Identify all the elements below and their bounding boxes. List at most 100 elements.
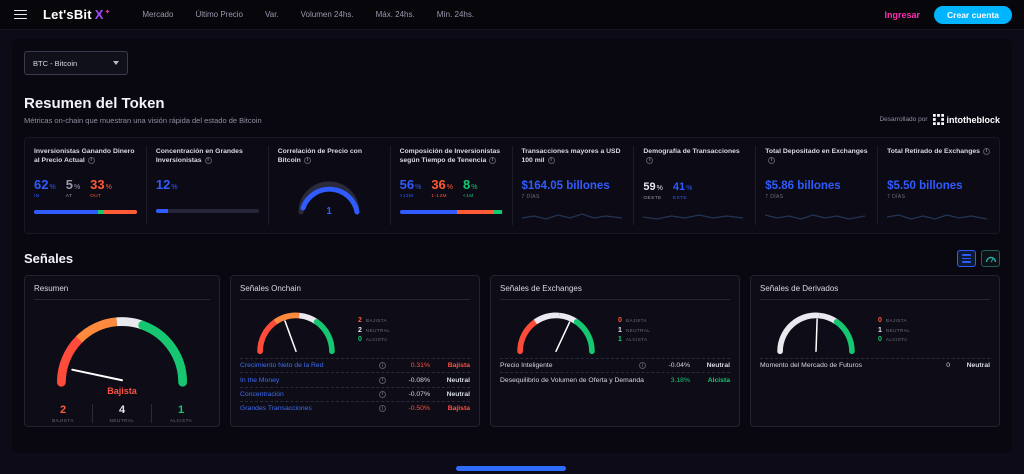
info-icon[interactable] — [379, 362, 386, 370]
metric-link[interactable]: In the Money — [240, 376, 280, 384]
panel-title: Resumen — [34, 284, 210, 300]
powered-by-label: Desarrollado por — [879, 116, 928, 123]
stat-menos-1m: 8% <1M — [463, 177, 478, 199]
signal-row: Concentración -0.07% Neutral — [240, 386, 470, 401]
info-icon[interactable] — [87, 156, 95, 164]
stat-mas-12m: 56% >12M — [399, 177, 422, 199]
count-alcista: 1 ALCISTA — [151, 404, 210, 423]
main-content: BTC - Bitcoin Resumen del Token Métricas… — [12, 39, 1012, 453]
info-icon[interactable] — [646, 156, 654, 164]
metric-link[interactable]: Crecimiento Neto de la Red — [240, 362, 324, 370]
metric-link[interactable]: Grandes Transacciones — [240, 405, 312, 413]
gauge-view-button[interactable] — [981, 250, 1000, 267]
info-icon[interactable] — [379, 390, 386, 398]
metric-card-retirado: Total Retirado de Exchanges $5.50 billon… — [877, 146, 999, 225]
card-title-text: Correlación de Precio con Bitcoin — [277, 148, 362, 164]
nav-item-max[interactable]: Máx. 24hs. — [375, 10, 415, 19]
list-view-button[interactable] — [957, 250, 976, 267]
gauge-arc — [777, 312, 855, 355]
panel-onchain: Señales Onchain 2 BAJISTA 2 NEUTRAL 0 ALCIS… — [230, 275, 480, 427]
metric-card-concentracion: Concentración en Grandes Inversionistas … — [145, 146, 268, 225]
signal-row: In the Money -0.08% Neutral — [240, 372, 470, 386]
gauge-needle — [815, 318, 818, 353]
info-icon[interactable] — [489, 156, 497, 164]
card-title: Composición de Inversionistas según Tiem… — [400, 148, 503, 172]
info-icon[interactable] — [768, 156, 776, 164]
metric-cards: Inversionistas Ganando Dinero al Precio … — [24, 137, 1000, 234]
info-icon[interactable] — [379, 405, 386, 413]
page-title: Resumen del Token — [24, 95, 165, 112]
nav-item-ultimo-precio[interactable]: Último Precio — [195, 10, 244, 19]
card-title: Inversionistas Ganando Dinero al Precio … — [34, 148, 137, 172]
spark-icon: ✦ — [104, 9, 111, 16]
metric-link[interactable]: Concentración — [240, 390, 284, 398]
info-icon[interactable] — [982, 148, 990, 155]
signal-row: Crecimiento Neto de la Red 0.31% Bajista — [240, 358, 470, 372]
chevron-down-icon — [113, 61, 119, 65]
horizontal-scrollbar-thumb[interactable] — [456, 466, 566, 471]
page-subtitle: Métricas on-chain que muestran una visió… — [24, 116, 262, 125]
menu-icon[interactable] — [12, 8, 29, 22]
card-title-text: Total Retirado de Exchanges — [887, 148, 980, 155]
info-icon[interactable] — [204, 156, 212, 164]
metric-card-composicion: Composición de Inversionistas según Tiem… — [389, 146, 512, 225]
stat-oeste: 59% OESTE — [643, 181, 663, 202]
panel-derivados: Señales de Derivados 0 BAJISTA 1 NEUTRAL 0… — [750, 275, 1000, 427]
gauge-icon — [985, 256, 996, 263]
correlation-gauge: 1 — [278, 174, 381, 217]
panel-gauge: 0 BAJISTA 1 NEUTRAL 0 ALCISTA — [768, 304, 990, 356]
metric-card-depositado: Total Depositado en Exchanges $5.86 bill… — [755, 146, 877, 225]
app: Let'sBit X ✦ Mercado Último Precio Var. … — [0, 0, 1024, 453]
nav-item-volumen[interactable]: Volumen 24hs. — [300, 10, 354, 19]
card-value: $5.86 billones — [765, 180, 841, 192]
correlation-value: 1 — [326, 206, 332, 217]
brand-logo[interactable]: Let'sBit X ✦ — [43, 7, 110, 22]
card-title: Transacciones mayores a USD 100 mil — [522, 148, 625, 172]
card-title-text: Total Depositado en Exchanges — [765, 148, 868, 155]
info-icon[interactable] — [639, 362, 646, 370]
sparkline — [887, 214, 988, 220]
intotheblock-logo[interactable]: intotheblock — [932, 114, 1001, 125]
metric-card-correlacion: Correlación de Precio con Bitcoin 1 — [267, 146, 390, 225]
card-title-text: Composición de Inversionistas según Tiem… — [399, 148, 501, 164]
nav-item-min[interactable]: Mín. 24hs. — [436, 10, 475, 19]
card-title: Correlación de Precio con Bitcoin — [278, 148, 381, 172]
info-icon[interactable] — [303, 156, 311, 164]
gauge-legend: 0 BAJISTA 1 NEUTRAL 1 ALCISTA — [618, 317, 651, 343]
stat-1-12m: 36% 1-12M — [431, 177, 454, 199]
card-value: $5.50 billones — [887, 180, 963, 192]
nav-item-var[interactable]: Var. — [265, 10, 279, 19]
card-title: Concentración en Grandes Inversionistas — [156, 148, 259, 172]
view-toggle — [957, 250, 1000, 267]
nav-item-mercado[interactable]: Mercado — [142, 10, 174, 19]
signal-row: Grandes Transacciones -0.50% Bajista — [240, 401, 470, 415]
distribution-bar — [399, 210, 503, 214]
card-value: $164.05 billones — [521, 180, 610, 192]
login-link[interactable]: Ingresar — [884, 9, 921, 20]
panel-gauge: 0 BAJISTA 1 NEUTRAL 1 ALCISTA — [508, 304, 730, 356]
token-selector[interactable]: BTC - Bitcoin — [24, 51, 128, 75]
info-icon[interactable] — [379, 376, 386, 384]
gauge-needle — [284, 320, 297, 353]
stat-out: 33% OUT — [90, 177, 112, 199]
intotheblock-brand: intotheblock — [946, 114, 1001, 125]
summary-gauge: Bajista — [34, 304, 210, 396]
token-selector-value: BTC - Bitcoin — [33, 58, 78, 68]
metric-label: Desequilibrio de Volumen de Oferta y Dem… — [500, 376, 644, 384]
gauge-arc — [257, 312, 335, 355]
info-icon[interactable] — [547, 156, 555, 164]
stat-at: 5% AT — [65, 177, 81, 199]
powered-by: Desarrollado por intotheblock — [879, 114, 1000, 125]
panel-resumen: Resumen Bajista 2 BAJISTA — [24, 275, 220, 427]
metric-label: Momento del Mercado de Futuros — [760, 362, 863, 370]
gauge-legend: 0 BAJISTA 1 NEUTRAL 0 ALCISTA — [878, 317, 911, 343]
signup-button[interactable]: Crear cuenta — [934, 5, 1012, 24]
metric-card-ganando-dinero: Inversionistas Ganando Dinero al Precio … — [25, 146, 146, 225]
signal-row: Precio Inteligente -0.04% Neutral — [500, 358, 730, 372]
top-navbar: Let'sBit X ✦ Mercado Último Precio Var. … — [0, 0, 1024, 30]
gauge-legend: 2 BAJISTA 2 NEUTRAL 0 ALCISTA — [358, 317, 391, 343]
signals-title: Señales — [24, 251, 74, 266]
metric-card-demografia: Demografía de Transacciones 59% OESTE 41… — [633, 146, 755, 225]
count-neutral: 4 NEUTRAL — [92, 404, 151, 423]
stat-concentracion: 12% — [155, 177, 178, 192]
